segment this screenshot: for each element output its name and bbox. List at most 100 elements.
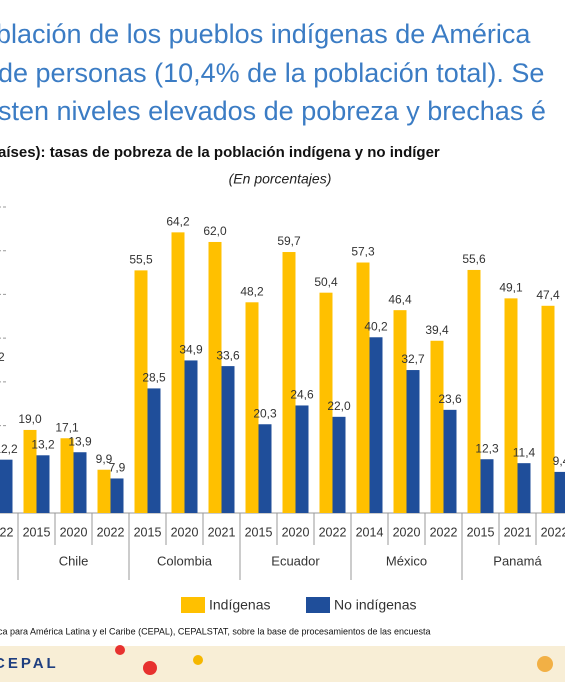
x-tick-label: 2022 [541,525,565,539]
bar [356,262,370,513]
bar [134,270,148,513]
chart-subtitle: (En porcentajes) [229,171,332,187]
value-label: 55,6 [462,252,486,266]
value-label: 50,4 [314,275,338,289]
bar [541,305,555,513]
group-label: Ecuador [271,553,320,568]
value-label: 47,4 [536,288,560,302]
value-label: 32,7 [401,352,425,366]
bar [504,298,518,513]
value-label: 55,5 [129,253,153,267]
value-label: 23,6 [438,392,462,406]
decor [193,655,203,665]
group-label: Chile [59,553,89,568]
bar [184,360,198,513]
x-tick-label: 2020 [393,525,421,539]
value-label: 62,0 [203,224,227,238]
bar [171,232,185,513]
footer-band [0,646,565,682]
bar [319,292,333,513]
bar [245,302,259,513]
value-label: 49,1 [499,281,523,295]
legend-swatch [306,597,330,613]
value-label: 48,2 [240,284,264,298]
decor [115,645,125,655]
logo-icon [537,656,553,672]
bar [369,337,383,513]
x-tick-label: 2020 [171,525,199,539]
value-label: 7,9 [109,461,126,475]
bar [258,424,272,513]
bar [443,409,457,513]
title-line: de personas (10,4% de la población total… [0,58,544,88]
title-line: sten niveles elevados de pobreza y brech… [0,96,546,126]
bar [221,366,235,513]
value-label: 24,6 [290,388,314,402]
chart-title: aíses): tasas de pobreza de la población… [0,144,440,161]
bar [295,405,309,513]
x-tick-label: 2020 [282,525,310,539]
bar [97,469,111,513]
legend-label: Indígenas [209,597,271,613]
bar [430,340,444,513]
bar [147,388,161,513]
value-label: 9,9 [96,452,113,466]
value-label: 13,2 [31,437,55,451]
value-label: 12,2 [0,442,18,456]
value-label: 13,9 [68,434,92,448]
value-label: 12,3 [475,441,499,455]
bar [406,370,420,513]
x-tick-label: 2022 [97,525,125,539]
value-label: 22,0 [327,399,351,413]
x-tick-label: 2021 [208,525,236,539]
bar [467,269,481,513]
value-label: 11,4 [513,445,536,459]
value-label: 57,3 [351,245,375,259]
x-tick-label: 2014 [356,525,384,539]
x-tick-label: 2015 [467,525,495,539]
bar [23,429,37,513]
value-label: 28,5 [142,371,166,385]
legend-label: No indígenas [334,597,417,613]
x-tick-label: 2022 [430,525,458,539]
value-label: 33,6 [216,348,240,362]
x-tick-label: 2022 [0,525,13,539]
group-label: México [386,553,427,568]
value-label: 64,2 [166,215,190,229]
value-label: 39,4 [425,323,449,337]
title-line: blación de los pueblos indígenas de Amér… [0,19,531,49]
bar [73,452,87,513]
bar [60,438,74,513]
x-tick-label: 2022 [319,525,347,539]
bar [517,463,531,513]
value-label: 34,9 [179,343,203,357]
x-tick-label: 2015 [134,525,162,539]
value-label: 17,1 [55,420,79,434]
value-label: 19,0 [18,412,42,426]
bar [0,459,13,513]
logo: CEPAL [0,655,59,672]
value-label: 33,2 [0,350,5,364]
value-label: 40,2 [364,319,388,333]
bar [208,241,222,513]
x-tick-label: 2020 [60,525,88,539]
value-label: 59,7 [277,234,301,248]
source: ca para América Latina y el Caribe (CEPA… [0,626,431,636]
group-label: Panamá [493,553,542,568]
bar [393,310,407,513]
bar [554,471,565,513]
bar [332,416,346,513]
value-label: 20,3 [253,406,277,420]
bar [110,478,124,513]
value-label: 9,4 [553,454,565,468]
x-tick-label: 2015 [23,525,51,539]
legend-swatch [181,597,205,613]
value-label: 46,4 [388,292,412,306]
bar [480,459,494,513]
x-tick-label: 2015 [245,525,273,539]
x-tick-label: 2021 [504,525,532,539]
bar [282,252,296,514]
bar [36,455,50,513]
